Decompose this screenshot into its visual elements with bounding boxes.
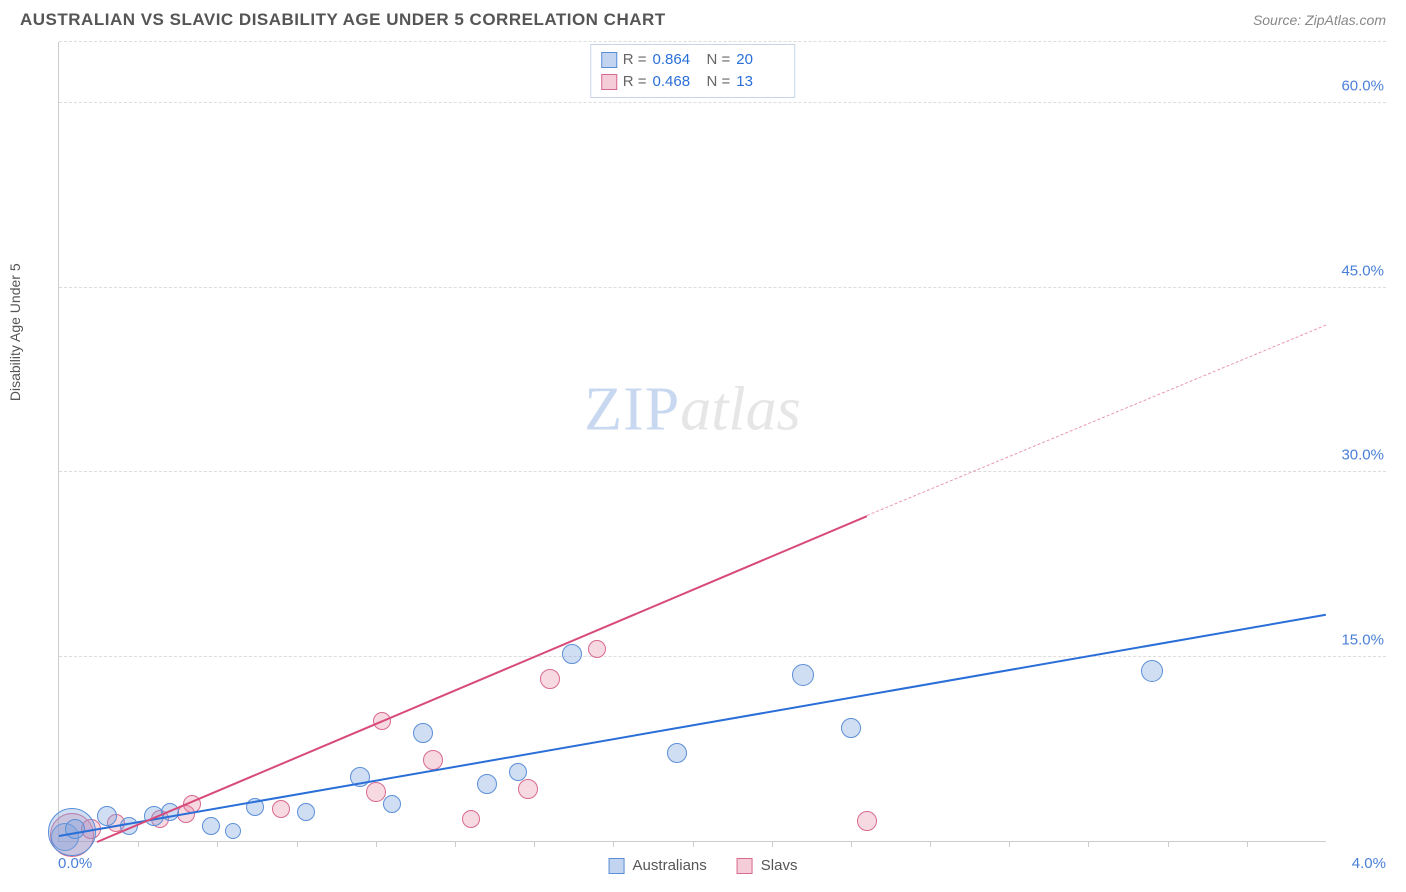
legend-swatch-pink [737,858,753,874]
y-tick-label: 45.0% [1341,262,1384,279]
legend-item-slavs: Slavs [737,857,798,874]
gridline [59,102,1386,103]
chart-container: Disability Age Under 5 ZIPatlas R = 0.86… [20,42,1386,882]
r-label: R = [623,49,647,71]
n-label: N = [707,71,731,93]
chart-title: AUSTRALIAN VS SLAVIC DISABILITY AGE UNDE… [20,10,666,30]
x-axis-max-label: 4.0% [1352,855,1386,872]
scatter-point-slavs [272,800,290,818]
scatter-point-australians [562,644,582,664]
x-tick [851,841,852,847]
r-value: 0.864 [653,49,701,71]
trendline-slavs [97,515,867,843]
scatter-point-australians [841,718,861,738]
source-name: ZipAtlas.com [1305,12,1386,28]
scatter-point-australians [667,743,687,763]
scatter-point-australians [202,817,220,835]
scatter-point-australians [1141,660,1163,682]
legend-swatch-blue [609,858,625,874]
scatter-point-australians [413,723,433,743]
r-value: 0.468 [653,71,701,93]
watermark-zip: ZIP [584,375,680,443]
x-tick [1009,841,1010,847]
scatter-point-slavs [857,811,877,831]
correlation-row-blue: R = 0.864 N = 20 [601,49,785,71]
legend-label: Slavs [761,857,798,874]
scatter-point-slavs [518,779,538,799]
scatter-point-slavs [462,810,480,828]
x-tick [455,841,456,847]
scatter-point-slavs [423,750,443,770]
legend-label: Australians [633,857,707,874]
trendline-australians [59,614,1326,837]
y-axis-label: Disability Age Under 5 [7,263,23,401]
scatter-point-australians [509,763,527,781]
x-tick [613,841,614,847]
x-tick [534,841,535,847]
x-tick [693,841,694,847]
scatter-point-australians [65,819,85,839]
x-tick [1247,841,1248,847]
series-legend: Australians Slavs [609,857,798,874]
scatter-point-slavs [540,669,560,689]
x-tick [772,841,773,847]
n-value: 13 [736,71,784,93]
scatter-point-australians [383,795,401,813]
gridline [59,41,1386,42]
scatter-point-australians [225,823,241,839]
gridline [59,287,1386,288]
x-tick [1168,841,1169,847]
scatter-point-australians [97,806,117,826]
gridline [59,656,1386,657]
trendline-slavs-extrapolated [867,325,1327,516]
n-value: 20 [736,49,784,71]
plot-area: ZIPatlas R = 0.864 N = 20 R = 0.468 N = … [58,42,1326,842]
legend-swatch-blue [601,52,617,68]
y-tick-label: 30.0% [1341,447,1384,464]
legend-swatch-pink [601,74,617,90]
legend-item-australians: Australians [609,857,707,874]
watermark: ZIPatlas [584,374,801,445]
n-label: N = [707,49,731,71]
gridline [59,471,1386,472]
watermark-atlas: atlas [680,375,801,443]
scatter-point-australians [297,803,315,821]
x-tick [217,841,218,847]
y-tick-label: 60.0% [1341,78,1384,95]
x-axis-min-label: 0.0% [58,855,92,872]
x-tick [376,841,377,847]
x-tick [930,841,931,847]
x-tick [297,841,298,847]
correlation-legend: R = 0.864 N = 20 R = 0.468 N = 13 [590,44,796,98]
x-tick [138,841,139,847]
source-prefix: Source: [1253,12,1305,28]
source-attribution: Source: ZipAtlas.com [1253,12,1386,28]
scatter-point-australians [477,774,497,794]
scatter-point-slavs [588,640,606,658]
x-tick [1088,841,1089,847]
y-tick-label: 15.0% [1341,631,1384,648]
correlation-row-pink: R = 0.468 N = 13 [601,71,785,93]
scatter-point-australians [792,664,814,686]
r-label: R = [623,71,647,93]
